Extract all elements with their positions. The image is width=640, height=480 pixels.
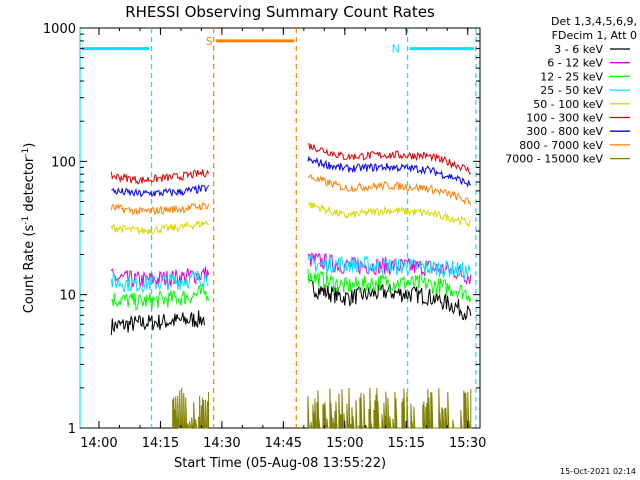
series-trace: [110, 201, 210, 216]
legend-item-100-300-kev: 100 - 300 keV: [526, 112, 630, 125]
legend-label: 6 - 12 keV: [547, 57, 603, 70]
series-trace: [172, 388, 210, 429]
legend-label: 50 - 100 keV: [533, 98, 603, 111]
y-axis-label-part1: Count Rate (s: [22, 225, 37, 314]
series-trace: [307, 200, 472, 229]
series-12-25-kev: [110, 269, 472, 312]
plot-frame: [79, 27, 481, 429]
legend: Det 1,3,4,5,6,9, FDecim 1, Att 0 3 - 6 k…: [505, 15, 637, 166]
annotation-label: S: [206, 35, 213, 48]
x-tick-label: 14:30: [203, 436, 240, 451]
y-axis-label-sup2: -1: [21, 148, 31, 157]
series-trace: [307, 143, 472, 175]
x-tick-label: 14:45: [265, 436, 302, 451]
x-tick-label: 14:00: [80, 436, 117, 451]
legend-item-25-50-kev: 25 - 50 keV: [540, 84, 630, 97]
legend-item-50-100-kev: 50 - 100 keV: [533, 98, 630, 111]
annotation-saa-2: S: [206, 28, 297, 428]
legend-header-line1: Det 1,3,4,5,6,9,: [551, 15, 637, 28]
series-trace: [110, 310, 205, 336]
series-trace: [110, 282, 210, 312]
series-50-100-kev: [110, 200, 472, 235]
series-trace: [110, 220, 210, 235]
footer-timestamp: 15-Oct-2021 02:14: [560, 467, 636, 476]
series-trace: [111, 183, 210, 198]
series-800-7000-kev: [110, 173, 472, 216]
legend-item-800-7000-kev: 800 - 7000 keV: [519, 139, 630, 152]
series-trace: [110, 169, 210, 185]
y-axis-label: Count Rate (s-1 detector-1): [21, 143, 37, 314]
series-25-50-kev: [110, 254, 472, 294]
y-tick-label: 1: [68, 422, 76, 437]
annotation-label: N: [392, 43, 400, 56]
series-trace: [307, 254, 472, 280]
plot-area: [79, 27, 481, 429]
series-trace: [307, 387, 472, 429]
y-tick-label: 1000: [43, 22, 76, 37]
legend-label: 7000 - 15000 keV: [505, 153, 603, 166]
y-tick-label: 100: [51, 155, 76, 170]
y-tick-label: 10: [59, 289, 76, 304]
legend-label: 3 - 6 keV: [554, 43, 603, 56]
legend-label: 12 - 25 keV: [540, 70, 603, 83]
series-trace: [110, 266, 210, 288]
legend-item-6-12-kev: 6 - 12 keV: [547, 57, 630, 70]
annotations-layer: NS: [79, 28, 477, 428]
series-3-6-kev: [110, 278, 472, 336]
series-layer: [110, 143, 472, 429]
legend-item-7000-15000-kev: 7000 - 15000 keV: [505, 153, 630, 166]
annotation-night-0: [79, 28, 153, 428]
series-trace: [110, 270, 209, 294]
series-trace: [307, 155, 471, 188]
x-tick-label: 15:15: [388, 436, 425, 451]
x-tick-label: 15:30: [449, 436, 486, 451]
series-trace: [307, 269, 472, 303]
x-tick-label: 14:15: [142, 436, 179, 451]
x-axis-ticks: 14:00 14:15 14:30 14:45 15:00 15:15 15:30: [80, 28, 486, 451]
legend-label: 800 - 7000 keV: [519, 139, 603, 152]
series-6-12-kev: [110, 252, 472, 288]
y-axis-label-part3: ): [22, 143, 37, 148]
legend-label: 300 - 800 keV: [526, 125, 603, 138]
y-axis-ticks: 1 10 100 1000: [43, 22, 480, 437]
y-axis-label-sup1: -1: [21, 216, 31, 225]
chart-title: RHESSI Observing Summary Count Rates: [125, 3, 435, 21]
series-100-300-kev: [110, 143, 472, 185]
annotation-night-1: N: [392, 28, 477, 428]
series-trace: [307, 173, 472, 206]
series-7000-15000-kev: [172, 387, 472, 429]
legend-item-12-25-kev: 12 - 25 keV: [540, 70, 630, 83]
legend-header-line2: FDecim 1, Att 0: [552, 29, 637, 42]
series-trace: [307, 252, 472, 286]
legend-item-3-6-kev: 3 - 6 keV: [554, 43, 630, 56]
series-300-800-kev: [111, 155, 471, 198]
legend-label: 100 - 300 keV: [526, 112, 603, 125]
x-axis-label: Start Time (05-Aug-08 13:55:22): [174, 456, 386, 471]
x-tick-label: 15:00: [326, 436, 363, 451]
y-axis-label-part2: detector: [22, 156, 37, 216]
legend-label: 25 - 50 keV: [540, 84, 603, 97]
legend-item-300-800-kev: 300 - 800 keV: [526, 125, 630, 138]
